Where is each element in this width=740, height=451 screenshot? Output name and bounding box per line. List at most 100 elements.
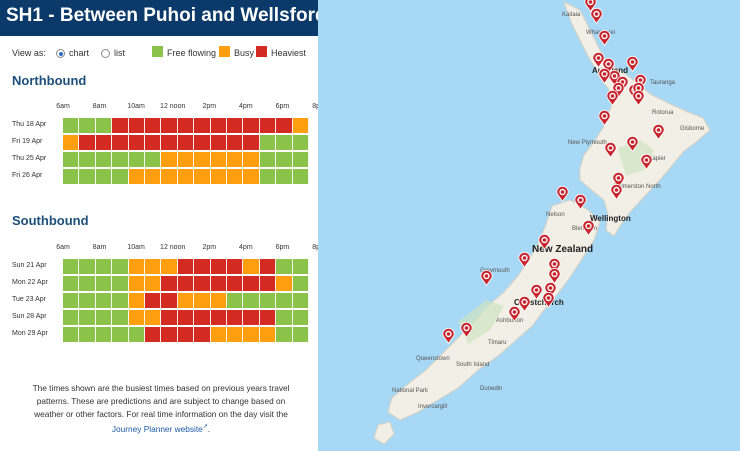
hour-cell	[112, 310, 129, 325]
location-marker-icon[interactable]	[598, 30, 611, 46]
hour-cells	[63, 169, 310, 184]
hour-cell	[79, 327, 96, 342]
traffic-panel: SH1 - Between Puhoi and Wellsford View a…	[0, 0, 318, 451]
location-marker-icon[interactable]	[548, 268, 561, 284]
location-marker-icon[interactable]	[598, 110, 611, 126]
hour-cell	[194, 310, 211, 325]
hour-cell	[210, 118, 228, 133]
hour-cell	[79, 118, 96, 133]
hour-cell	[276, 152, 293, 167]
location-marker-icon[interactable]	[544, 282, 557, 298]
hour-cell	[128, 293, 146, 308]
time-tick: 8am	[92, 244, 107, 251]
hour-cells	[63, 276, 310, 291]
location-marker-icon[interactable]	[542, 292, 555, 308]
hour-cell	[276, 310, 293, 325]
new-zealand-map[interactable]: KaitaiaWhangareiAucklandTaurangaRotoruaG…	[318, 0, 740, 451]
location-marker-icon[interactable]	[592, 52, 605, 68]
location-marker-icon[interactable]	[556, 186, 569, 202]
hour-cell	[177, 135, 195, 150]
map-label-timaru: Timaru	[488, 340, 507, 346]
hour-cells	[63, 293, 310, 308]
day-row: Tue 23 Apr	[12, 293, 312, 308]
location-marker-icon[interactable]	[632, 90, 645, 106]
hour-cell	[112, 169, 129, 184]
hour-cell	[177, 293, 195, 308]
hour-cell	[79, 310, 96, 325]
location-marker-icon[interactable]	[652, 124, 665, 140]
location-marker-icon[interactable]	[530, 284, 543, 300]
hour-cell	[95, 259, 113, 274]
map-label-south-island: South Island	[456, 362, 490, 368]
hour-cell	[177, 152, 195, 167]
hour-cell	[95, 293, 113, 308]
hour-cell	[145, 276, 162, 291]
day-label: Fri 19 Apr	[12, 138, 43, 145]
location-marker-icon[interactable]	[518, 252, 531, 268]
location-marker-icon[interactable]	[604, 142, 617, 158]
chart-option-label[interactable]: chart	[69, 48, 90, 58]
hour-cell	[243, 135, 260, 150]
southbound-time-axis: 6am 8am 10am 12 noon 2pm 4pm 6pm 8pm	[55, 244, 318, 254]
location-marker-icon[interactable]	[612, 172, 625, 188]
hour-cell	[292, 310, 310, 325]
hour-cell	[259, 259, 277, 274]
map-label-nelson: Nelson	[546, 212, 565, 218]
hour-cell	[63, 169, 80, 184]
hour-cell	[227, 310, 244, 325]
hour-cell	[79, 135, 96, 150]
day-row: Mon 29 Apr	[12, 327, 312, 342]
hour-cell	[276, 276, 293, 291]
location-marker-icon[interactable]	[590, 8, 603, 24]
hour-cell	[243, 327, 260, 342]
hour-cell	[63, 293, 80, 308]
hour-cell	[161, 118, 178, 133]
location-marker-icon[interactable]	[518, 296, 531, 312]
location-marker-icon[interactable]	[610, 184, 623, 200]
hour-cell	[292, 259, 310, 274]
hour-cell	[161, 259, 178, 274]
legend-label-busy: Busy	[234, 48, 255, 58]
location-marker-icon[interactable]	[598, 68, 611, 84]
location-marker-icon[interactable]	[538, 234, 551, 250]
location-marker-icon[interactable]	[480, 270, 493, 286]
hour-cells	[63, 310, 310, 325]
time-tick: 2pm	[202, 103, 217, 110]
list-radio[interactable]	[101, 49, 110, 58]
hour-cell	[145, 135, 162, 150]
location-marker-icon[interactable]	[602, 58, 615, 74]
location-marker-icon[interactable]	[442, 328, 455, 344]
hour-cell	[177, 310, 195, 325]
hour-cell	[161, 135, 178, 150]
location-marker-icon[interactable]	[508, 306, 521, 322]
hour-cell	[95, 152, 113, 167]
hour-cell	[112, 152, 129, 167]
list-option-label[interactable]: list	[114, 48, 125, 58]
time-tick: 4pm	[239, 244, 253, 251]
hour-cell	[276, 259, 293, 274]
journey-planner-link[interactable]: Journey Planner website	[111, 423, 203, 434]
hour-cell	[276, 327, 293, 342]
location-marker-icon[interactable]	[582, 220, 595, 236]
hour-cell	[79, 259, 96, 274]
location-marker-icon[interactable]	[626, 136, 639, 152]
location-marker-icon[interactable]	[460, 322, 473, 338]
map-label-wellington: Wellington	[590, 214, 631, 223]
southbound-heading: Southbound	[12, 213, 89, 228]
location-marker-icon[interactable]	[548, 258, 561, 274]
location-marker-icon[interactable]	[626, 56, 639, 72]
hour-cell	[177, 276, 195, 291]
location-marker-icon[interactable]	[584, 0, 597, 12]
hour-cells	[63, 152, 310, 167]
hour-cell	[63, 276, 80, 291]
location-marker-icon[interactable]	[574, 194, 587, 210]
chart-radio[interactable]	[56, 49, 65, 58]
view-toggle-bar: View as: chart list Free flowing Busy He…	[12, 46, 312, 62]
hour-cell	[63, 152, 80, 167]
hour-cell	[292, 135, 310, 150]
location-marker-icon[interactable]	[640, 154, 653, 170]
hour-cell	[194, 118, 211, 133]
hour-cell	[292, 293, 310, 308]
location-marker-icon[interactable]	[606, 90, 619, 106]
location-marker-icon[interactable]	[608, 70, 621, 86]
